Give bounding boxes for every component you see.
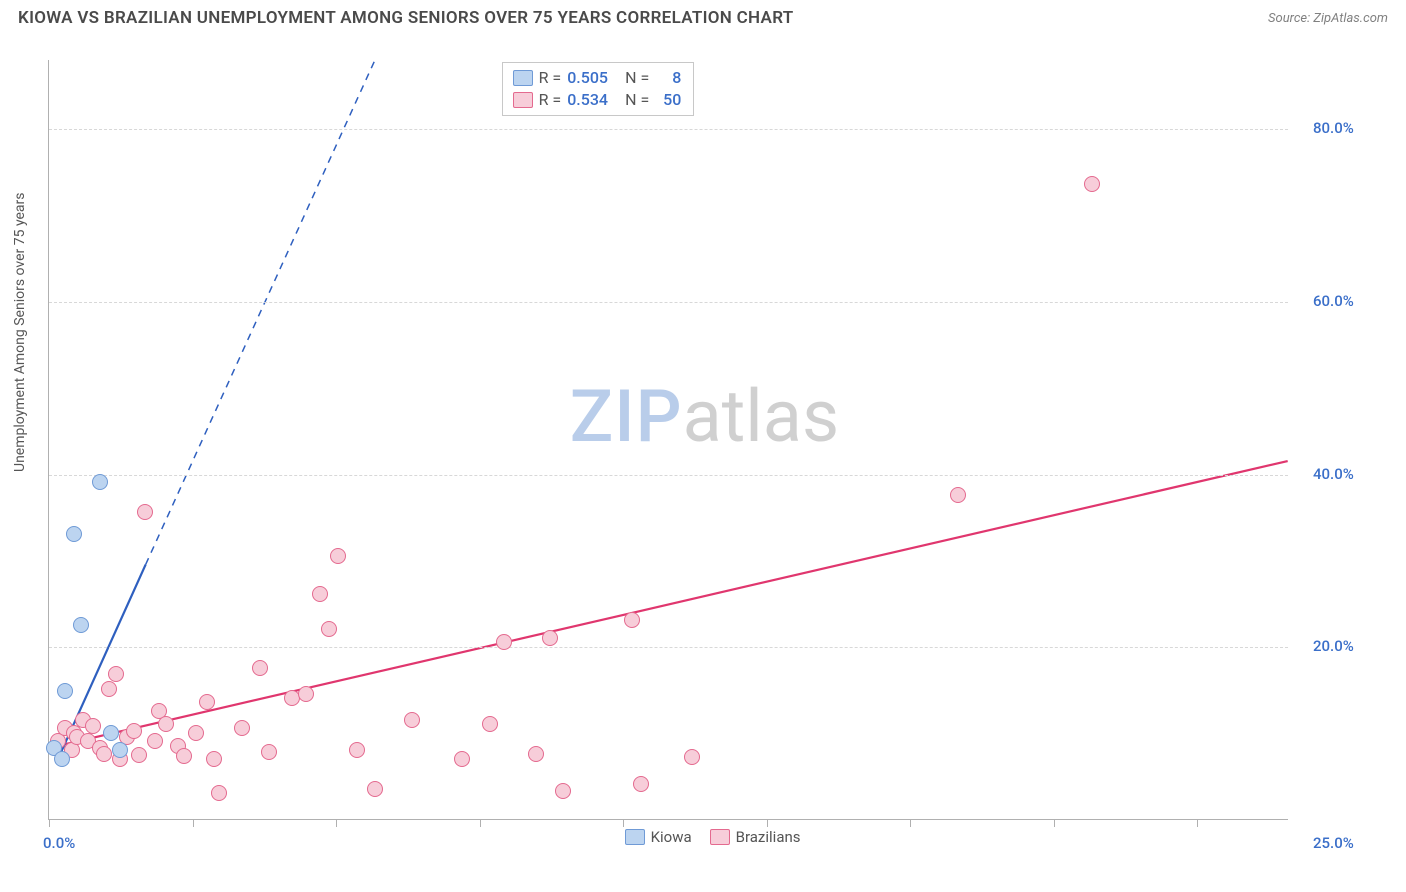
data-point-brazilians <box>404 712 420 728</box>
swatch-brazilians <box>710 829 730 845</box>
data-point-brazilians <box>633 776 649 792</box>
data-point-brazilians <box>321 621 337 637</box>
xtick <box>49 819 50 827</box>
r-value-kiowa: 0.505 <box>567 67 615 89</box>
trend-lines <box>49 60 1288 819</box>
gridline-h <box>49 647 1288 648</box>
header: KIOWA VS BRAZILIAN UNEMPLOYMENT AMONG SE… <box>0 0 1406 34</box>
ytick-label: 20.0% <box>1313 637 1354 655</box>
data-point-kiowa <box>54 751 70 767</box>
data-point-brazilians <box>158 716 174 732</box>
data-point-brazilians <box>624 612 640 628</box>
data-point-kiowa <box>112 742 128 758</box>
ytick-label: 60.0% <box>1313 292 1354 310</box>
legend-item-brazilians: Brazilians <box>710 828 801 846</box>
n-value-brazilians: 50 <box>655 89 681 111</box>
correlation-legend: R = 0.505 N = 8 R = 0.534 N = 50 <box>502 62 695 116</box>
data-point-brazilians <box>176 748 192 764</box>
legend-row-brazilians: R = 0.534 N = 50 <box>513 89 682 111</box>
xtick-label-left: 0.0% <box>43 834 75 852</box>
data-point-kiowa <box>73 617 89 633</box>
chart-container: Unemployment Among Seniors over 75 years… <box>0 42 1406 892</box>
data-point-brazilians <box>206 751 222 767</box>
xtick <box>336 819 337 827</box>
data-point-brazilians <box>312 586 328 602</box>
swatch-kiowa <box>625 829 645 845</box>
data-point-brazilians <box>101 681 117 697</box>
r-label: R = <box>539 67 562 89</box>
data-point-brazilians <box>330 548 346 564</box>
data-point-brazilians <box>349 742 365 758</box>
data-point-brazilians <box>1084 176 1100 192</box>
gridline-h <box>49 129 1288 130</box>
data-point-brazilians <box>542 630 558 646</box>
chart-title: KIOWA VS BRAZILIAN UNEMPLOYMENT AMONG SE… <box>18 8 794 28</box>
n-value-kiowa: 8 <box>655 67 681 89</box>
xtick <box>623 819 624 827</box>
n-label: N = <box>621 89 649 111</box>
data-point-brazilians <box>147 733 163 749</box>
trendline-dashed <box>146 60 375 565</box>
legend-label-brazilians: Brazilians <box>736 828 801 846</box>
data-point-brazilians <box>482 716 498 732</box>
plot-area: ZIPatlas R = 0.505 N = 8 R = 0.534 N = 5… <box>48 60 1288 820</box>
data-point-brazilians <box>85 718 101 734</box>
ytick-label: 40.0% <box>1313 465 1354 483</box>
data-point-brazilians <box>298 686 314 702</box>
legend-label-kiowa: Kiowa <box>651 828 692 846</box>
data-point-brazilians <box>137 504 153 520</box>
trendline <box>58 461 1287 746</box>
data-point-brazilians <box>234 720 250 736</box>
legend-item-kiowa: Kiowa <box>625 828 692 846</box>
ytick-label: 80.0% <box>1313 119 1354 137</box>
data-point-brazilians <box>188 725 204 741</box>
data-point-kiowa <box>57 683 73 699</box>
data-point-brazilians <box>131 747 147 763</box>
watermark: ZIPatlas <box>570 374 839 459</box>
n-label: N = <box>621 67 649 89</box>
data-point-brazilians <box>367 781 383 797</box>
data-point-brazilians <box>108 666 124 682</box>
gridline-h <box>49 475 1288 476</box>
data-point-brazilians <box>684 749 700 765</box>
r-label: R = <box>539 89 562 111</box>
xtick <box>1054 819 1055 827</box>
data-point-brazilians <box>199 694 215 710</box>
r-value-brazilians: 0.534 <box>567 89 615 111</box>
data-point-brazilians <box>496 634 512 650</box>
data-point-brazilians <box>211 785 227 801</box>
xtick <box>910 819 911 827</box>
data-point-brazilians <box>950 487 966 503</box>
data-point-brazilians <box>261 744 277 760</box>
data-point-brazilians <box>126 723 142 739</box>
legend-row-kiowa: R = 0.505 N = 8 <box>513 67 682 89</box>
gridline-h <box>49 302 1288 303</box>
source-attribution: Source: ZipAtlas.com <box>1268 11 1388 26</box>
xtick <box>1197 819 1198 827</box>
data-point-kiowa <box>92 474 108 490</box>
xtick <box>767 819 768 827</box>
data-point-brazilians <box>454 751 470 767</box>
series-legend: Kiowa Brazilians <box>625 828 801 846</box>
watermark-atlas: atlas <box>683 374 840 459</box>
swatch-brazilians <box>513 92 533 108</box>
swatch-kiowa <box>513 70 533 86</box>
watermark-zip: ZIP <box>570 374 683 459</box>
data-point-kiowa <box>103 725 119 741</box>
xtick <box>480 819 481 827</box>
data-point-brazilians <box>252 660 268 676</box>
y-axis-label: Unemployment Among Seniors over 75 years <box>12 193 28 473</box>
data-point-brazilians <box>528 746 544 762</box>
xtick-label-right: 25.0% <box>1313 834 1354 852</box>
data-point-brazilians <box>96 746 112 762</box>
data-point-kiowa <box>66 526 82 542</box>
data-point-brazilians <box>555 783 571 799</box>
xtick <box>193 819 194 827</box>
